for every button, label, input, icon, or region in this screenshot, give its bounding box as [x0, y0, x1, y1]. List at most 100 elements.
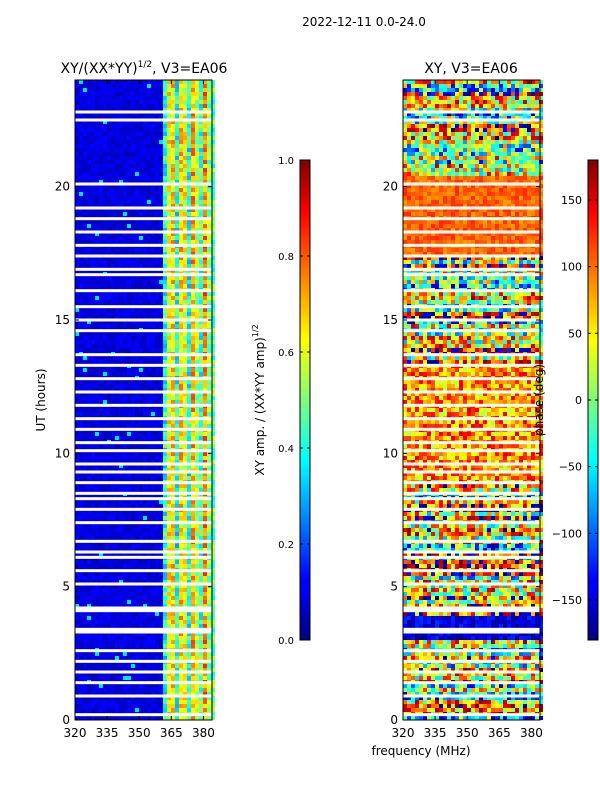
- left-heatmap-cell: [79, 84, 83, 88]
- left-heatmap-cell: [167, 344, 171, 348]
- left-heatmap-cell: [171, 156, 175, 160]
- left-heatmap-cell: [211, 468, 215, 472]
- left-heatmap-cell: [139, 596, 143, 600]
- left-heatmap-cell: [171, 184, 175, 188]
- left-heatmap-cell: [151, 544, 155, 548]
- left-heatmap-cell: [119, 256, 123, 260]
- left-heatmap-cell: [131, 500, 135, 504]
- left-heatmap-cell: [191, 204, 195, 208]
- left-heatmap-cell: [203, 400, 207, 404]
- left-heatmap-cell: [119, 180, 123, 184]
- left-heatmap-cell: [179, 500, 183, 504]
- left-heatmap-cell: [187, 396, 191, 400]
- left-heatmap-cell: [123, 84, 127, 88]
- left-heatmap-cell: [151, 476, 155, 480]
- left-heatmap-cell: [107, 156, 111, 160]
- left-heatmap-cell: [115, 544, 119, 548]
- left-heatmap-cell: [187, 264, 191, 268]
- left-heatmap-cell: [199, 600, 203, 604]
- left-heatmap-cell: [175, 312, 179, 316]
- left-heatmap-cell: [183, 560, 187, 564]
- left-heatmap-cell: [191, 356, 195, 360]
- left-heatmap-cell: [95, 504, 99, 508]
- left-heatmap-cell: [107, 384, 111, 388]
- left-heatmap-cell: [211, 188, 215, 192]
- left-heatmap-cell: [203, 600, 207, 604]
- left-heatmap-cell: [107, 584, 111, 588]
- left-heatmap-cell: [119, 484, 123, 488]
- left-heatmap-cell: [179, 512, 183, 516]
- left-heatmap-cell: [123, 276, 127, 280]
- left-heatmap-cell: [123, 300, 127, 304]
- left-heatmap-cell: [147, 172, 151, 176]
- left-heatmap-cell: [99, 356, 103, 360]
- left-heatmap-cell: [159, 256, 163, 260]
- left-heatmap-cell: [127, 152, 131, 156]
- left-heatmap-cell: [103, 344, 107, 348]
- left-heatmap-cell: [199, 264, 203, 268]
- left-heatmap-cell: [139, 592, 143, 596]
- left-heatmap-cell: [163, 148, 167, 152]
- left-heatmap-cell: [131, 308, 135, 312]
- left-heatmap-cell: [199, 340, 203, 344]
- left-heatmap-cell: [123, 344, 127, 348]
- left-heatmap-cell: [83, 396, 87, 400]
- left-heatmap-cell: [135, 536, 139, 540]
- left-heatmap-cell: [179, 160, 183, 164]
- left-heatmap-cell: [159, 580, 163, 584]
- left-heatmap-cell: [195, 488, 199, 492]
- left-heatmap-cell: [167, 468, 171, 472]
- left-heatmap-cell: [115, 396, 119, 400]
- left-heatmap-cell: [151, 356, 155, 360]
- left-heatmap-cell: [175, 188, 179, 192]
- left-heatmap-cell: [191, 504, 195, 508]
- left-heatmap-cell: [99, 584, 103, 588]
- left-heatmap-cell: [151, 156, 155, 160]
- left-heatmap-cell: [123, 564, 127, 568]
- left-heatmap-cell: [187, 500, 191, 504]
- left-heatmap-cell: [111, 432, 115, 436]
- left-heatmap-cell: [155, 164, 159, 168]
- left-heatmap-cell: [191, 284, 195, 288]
- left-heatmap-cell: [187, 232, 191, 236]
- left-heatmap-cell: [191, 636, 195, 640]
- left-heatmap-cell: [175, 532, 179, 536]
- left-heatmap-cell: [119, 336, 123, 340]
- left-heatmap-cell: [175, 112, 179, 116]
- left-heatmap-cell: [167, 392, 171, 396]
- left-heatmap-cell: [107, 476, 111, 480]
- left-heatmap-cell: [207, 92, 211, 96]
- left-heatmap-cell: [119, 592, 123, 596]
- left-heatmap-cell: [87, 336, 91, 340]
- left-heatmap-cell: [123, 444, 127, 448]
- left-heatmap-cell: [151, 564, 155, 568]
- left-heatmap-cell: [163, 408, 167, 412]
- left-heatmap-cell: [127, 168, 131, 172]
- left-heatmap-cell: [131, 88, 135, 92]
- left-heatmap-cell: [131, 456, 135, 460]
- left-heatmap-cell: [107, 536, 111, 540]
- left-heatmap-cell: [91, 276, 95, 280]
- left-heatmap-cell: [95, 552, 99, 556]
- left-heatmap-cell: [111, 96, 115, 100]
- left-heatmap-cell: [171, 392, 175, 396]
- left-heatmap-cell: [95, 616, 99, 620]
- left-heatmap-cell: [143, 296, 147, 300]
- left-heatmap-cell: [139, 136, 143, 140]
- left-heatmap-cell: [139, 572, 143, 576]
- left-heatmap-cell: [127, 248, 131, 252]
- left-heatmap-cell: [195, 644, 199, 648]
- left-heatmap-cell: [179, 332, 183, 336]
- left-heatmap-cell: [147, 308, 151, 312]
- left-heatmap-cell: [107, 516, 111, 520]
- left-heatmap-cell: [87, 408, 91, 412]
- left-heatmap-cell: [95, 104, 99, 108]
- left-heatmap-cell: [151, 332, 155, 336]
- left-heatmap-cell: [143, 584, 147, 588]
- left-heatmap-cell: [135, 224, 139, 228]
- left-heatmap-cell: [95, 400, 99, 404]
- left-heatmap-cell: [195, 500, 199, 504]
- left-heatmap-cell: [83, 620, 87, 624]
- left-heatmap-cell: [191, 124, 195, 128]
- left-heatmap-cell: [107, 524, 111, 528]
